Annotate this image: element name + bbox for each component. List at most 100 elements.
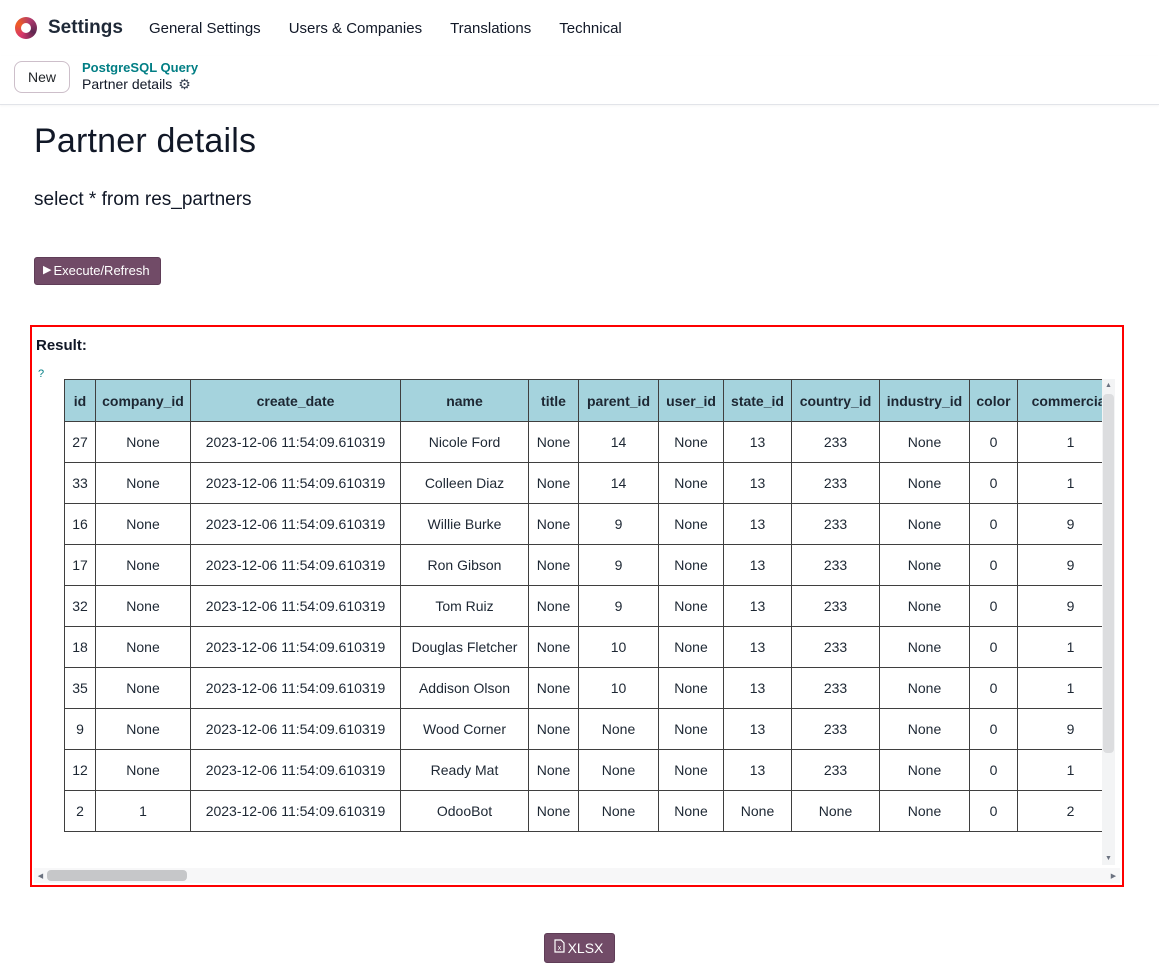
menu-item-translations[interactable]: Translations	[450, 19, 532, 37]
column-header-commercial: commercial	[1017, 379, 1108, 422]
table-cell: 2	[1017, 790, 1108, 832]
table-cell: 18	[64, 626, 96, 668]
column-header-color: color	[969, 379, 1018, 422]
table-cell: None	[528, 626, 579, 668]
scroll-right-icon[interactable]: ▶	[1110, 872, 1117, 880]
table-cell: 233	[791, 667, 880, 709]
scroll-left-icon[interactable]: ◀	[37, 872, 44, 880]
table-cell: 0	[969, 708, 1018, 750]
execute-refresh-label: Execute/Refresh	[53, 262, 150, 278]
table-cell: None	[578, 708, 659, 750]
table-cell: None	[658, 585, 724, 627]
footer-actions: x XLSX	[0, 933, 1159, 963]
execute-refresh-button[interactable]: ▶ Execute/Refresh	[34, 256, 161, 285]
table-cell: 32	[64, 585, 96, 627]
table-cell: 13	[723, 667, 792, 709]
table-cell: 233	[791, 749, 880, 791]
column-header-title: title	[528, 379, 579, 422]
table-cell: 2023-12-06 11:54:09.610319	[190, 790, 401, 832]
table-cell: 0	[969, 749, 1018, 791]
table-cell: Tom Ruiz	[400, 585, 529, 627]
menu-item-technical[interactable]: Technical	[559, 19, 622, 37]
table-cell: 0	[969, 790, 1018, 832]
table-cell: None	[528, 503, 579, 545]
table-cell: None	[528, 708, 579, 750]
app-name[interactable]: Settings	[48, 17, 123, 38]
vertical-scrollbar[interactable]: ▲ ▼	[1102, 379, 1115, 865]
table-cell: 16	[64, 503, 96, 545]
table-cell: None	[879, 544, 970, 586]
horizontal-scroll-thumb[interactable]	[47, 870, 187, 881]
table-cell: OdooBot	[400, 790, 529, 832]
table-cell: None	[879, 708, 970, 750]
xlsx-file-icon: x	[553, 939, 565, 956]
table-cell: None	[658, 790, 724, 832]
table-cell: 0	[969, 421, 1018, 463]
column-header-id: id	[64, 379, 96, 422]
table-row: 16 None 2023-12-06 11:54:09.610319 Willie B…	[64, 503, 1108, 545]
table-cell: 1	[1017, 667, 1108, 709]
table-cell: 13	[723, 544, 792, 586]
column-header-company_id: company_id	[95, 379, 191, 422]
column-header-user_id: user_id	[658, 379, 724, 422]
table-cell: None	[528, 749, 579, 791]
table-cell: 0	[969, 667, 1018, 709]
table-cell: None	[658, 421, 724, 463]
table-cell: None	[528, 462, 579, 504]
table-cell: 2023-12-06 11:54:09.610319	[190, 462, 401, 504]
top-navbar: Settings General Settings Users & Compan…	[0, 0, 1159, 56]
table-cell: 2023-12-06 11:54:09.610319	[190, 421, 401, 463]
result-label: Result:	[36, 337, 87, 354]
table-cell: 2023-12-06 11:54:09.610319	[190, 749, 401, 791]
table-cell: 233	[791, 708, 880, 750]
breadcrumb-parent-link[interactable]: PostgreSQL Query	[82, 60, 199, 75]
table-cell: Willie Burke	[400, 503, 529, 545]
table-cell: None	[528, 790, 579, 832]
gear-icon[interactable]: ⚙	[178, 76, 191, 93]
table-row: 2 1 2023-12-06 11:54:09.610319 OdooBot None N…	[64, 790, 1108, 832]
table-cell: 2023-12-06 11:54:09.610319	[190, 585, 401, 627]
scroll-down-icon[interactable]: ▼	[1105, 855, 1112, 862]
table-cell: 2023-12-06 11:54:09.610319	[190, 626, 401, 668]
menu-item-general-settings[interactable]: General Settings	[148, 19, 261, 37]
table-cell: None	[578, 749, 659, 791]
table-cell: 0	[969, 503, 1018, 545]
odoo-logo-icon[interactable]	[15, 17, 37, 39]
vertical-scroll-thumb[interactable]	[1103, 394, 1114, 753]
table-cell: 1	[1017, 626, 1108, 668]
result-table: id company_id create_date name title parent_i…	[64, 379, 1108, 832]
table-cell: None	[658, 708, 724, 750]
xlsx-export-button[interactable]: x XLSX	[543, 933, 616, 963]
table-row: 35 None 2023-12-06 11:54:09.610319 Addison …	[64, 667, 1108, 709]
new-button[interactable]: New	[14, 60, 71, 93]
table-cell: 9	[64, 708, 96, 750]
horizontal-scroll-track[interactable]	[47, 868, 1107, 883]
table-cell: 1	[1017, 462, 1108, 504]
table-cell: None	[658, 462, 724, 504]
xlsx-button-label: XLSX	[567, 939, 604, 956]
table-cell: None	[879, 626, 970, 668]
scroll-up-icon[interactable]: ▲	[1105, 382, 1112, 389]
table-cell: None	[658, 503, 724, 545]
horizontal-scrollbar[interactable]: ◀ ▶	[34, 868, 1120, 883]
table-cell: None	[95, 708, 191, 750]
table-row: 12 None 2023-12-06 11:54:09.610319 Ready Ma…	[64, 749, 1108, 791]
table-cell: 9	[1017, 708, 1108, 750]
table-cell: 13	[723, 749, 792, 791]
menu-item-users-companies[interactable]: Users & Companies	[288, 19, 423, 37]
table-cell: None	[528, 421, 579, 463]
table-cell: 9	[578, 544, 659, 586]
table-cell: 9	[1017, 585, 1108, 627]
table-cell: Ron Gibson	[400, 544, 529, 586]
table-cell: None	[95, 421, 191, 463]
vertical-scroll-track[interactable]	[1102, 392, 1115, 852]
table-cell: Douglas Fletcher	[400, 626, 529, 668]
table-cell: None	[578, 790, 659, 832]
table-cell: None	[723, 790, 792, 832]
help-marker[interactable]: ?	[38, 368, 45, 380]
table-cell: 17	[64, 544, 96, 586]
table-cell: 1	[1017, 749, 1108, 791]
table-cell: 10	[578, 667, 659, 709]
table-cell: None	[95, 544, 191, 586]
table-cell: None	[879, 462, 970, 504]
